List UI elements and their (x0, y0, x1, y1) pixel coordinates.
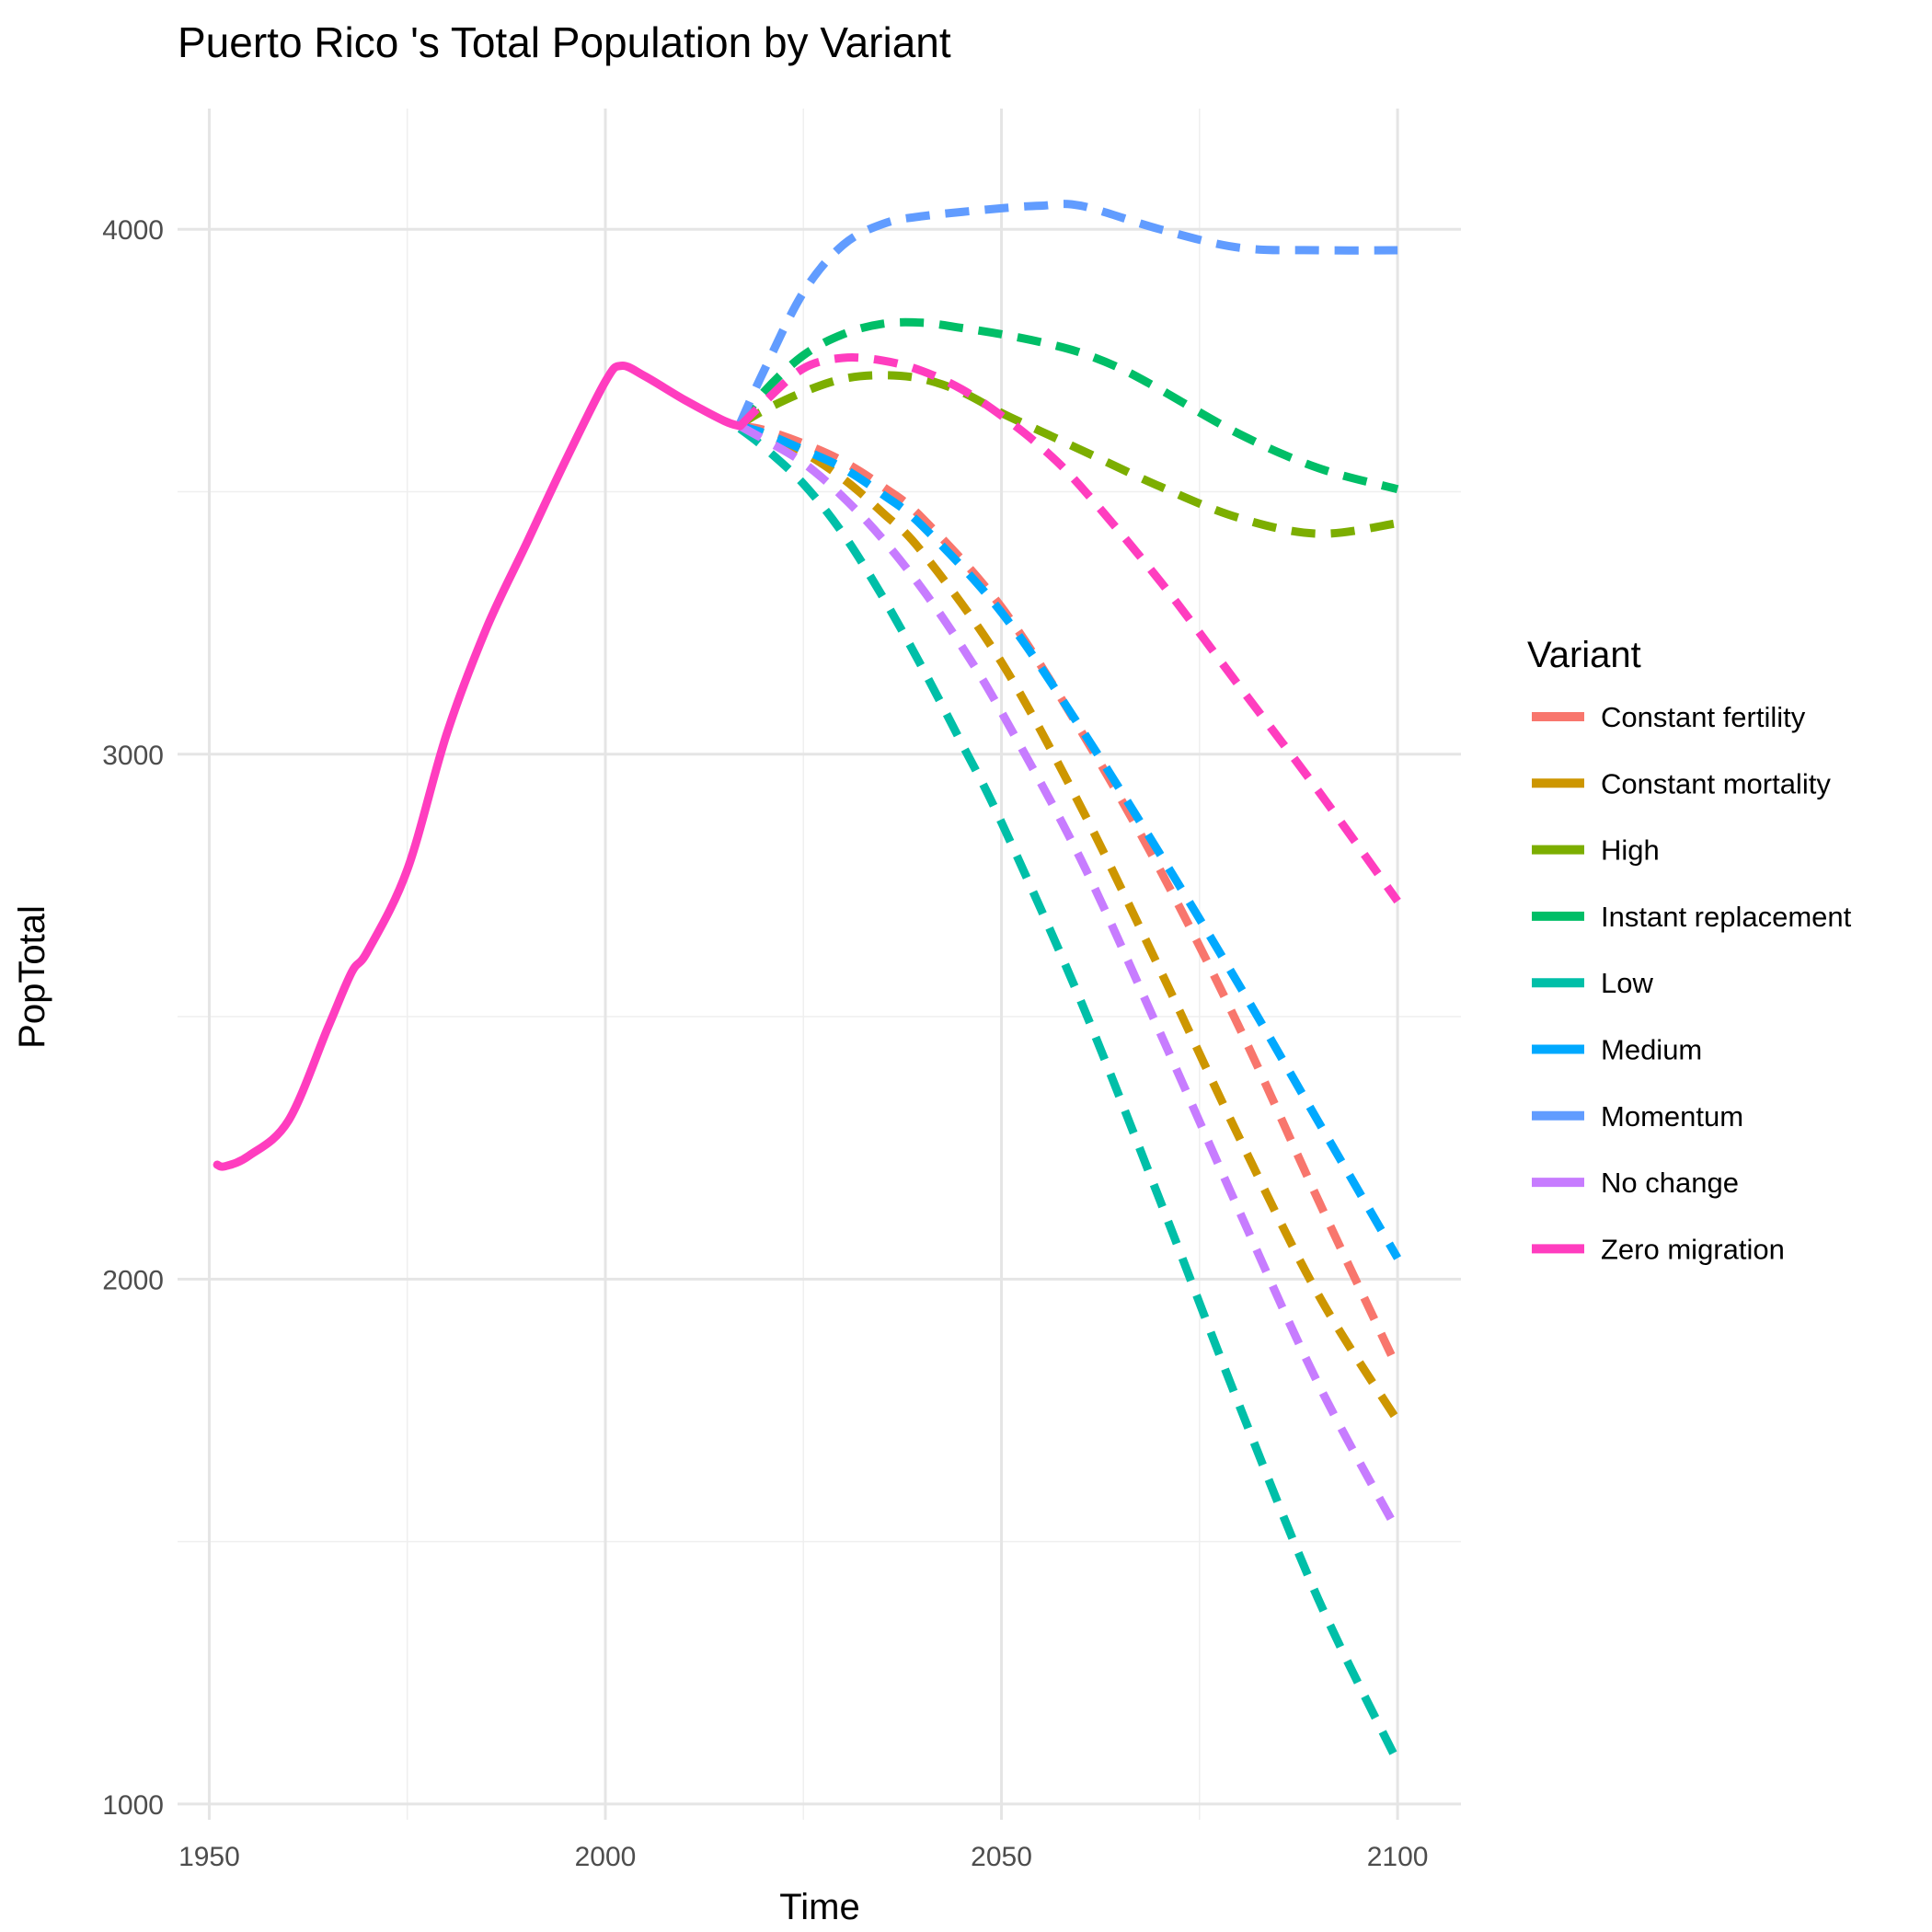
legend-title: Variant (1527, 635, 1641, 675)
series-line-zero-migration (737, 353, 1401, 904)
legend-label: Instant replacement (1601, 901, 1852, 933)
y-tick-label: 4000 (102, 215, 164, 246)
y-axis-title: PopTotal (12, 905, 52, 1049)
series-line-instant-replacement (736, 317, 1399, 494)
y-tick-label: 2000 (102, 1265, 164, 1295)
legend-label: Constant mortality (1601, 767, 1831, 799)
x-axis-title: Time (779, 1887, 859, 1927)
legend-label: No change (1601, 1167, 1739, 1199)
y-axis-ticks: 1000 2000 3000 4000 (102, 215, 164, 1821)
legend: Variant Constant fertility Constant morta… (1527, 635, 1852, 1265)
x-tick-label: 1950 (178, 1842, 240, 1872)
series-line-constant-mortality (739, 421, 1401, 1423)
grid (178, 109, 1461, 1820)
y-tick-label: 3000 (102, 741, 164, 771)
x-tick-label: 2050 (971, 1842, 1032, 1872)
legend-label: Low (1601, 967, 1653, 999)
x-tick-label: 2100 (1367, 1842, 1429, 1872)
chart-title: Puerto Rico 's Total Population by Varia… (178, 18, 951, 66)
series-line-constant-fertility (739, 421, 1402, 1371)
series-line-low (737, 425, 1402, 1765)
series-line-medium (739, 421, 1401, 1260)
x-tick-label: 2000 (575, 1842, 637, 1872)
plot-lines (213, 200, 1402, 1765)
legend-label: Constant fertility (1601, 701, 1806, 733)
legend-label: Medium (1601, 1034, 1702, 1066)
legend-label: Momentum (1601, 1100, 1743, 1133)
y-tick-label: 1000 (102, 1790, 164, 1821)
series-line-momentum (736, 200, 1398, 426)
legend-label: High (1601, 834, 1660, 867)
legend-label: Zero migration (1601, 1233, 1785, 1265)
history-line (213, 362, 744, 1171)
x-axis-ticks: 1950 2000 2050 2100 (178, 1842, 1428, 1872)
